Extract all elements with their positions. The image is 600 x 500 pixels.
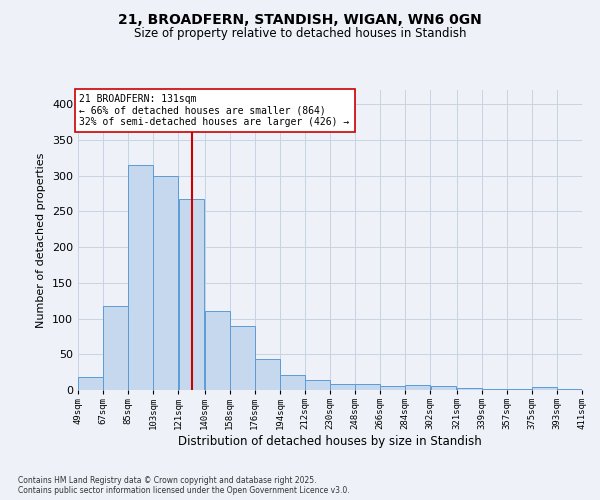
Bar	[330, 384, 355, 390]
Text: 21 BROADFERN: 131sqm
← 66% of detached houses are smaller (864)
32% of semi-deta: 21 BROADFERN: 131sqm ← 66% of detached h…	[79, 94, 350, 127]
Bar	[355, 384, 380, 390]
Bar	[280, 375, 305, 390]
Text: Size of property relative to detached houses in Standish: Size of property relative to detached ho…	[134, 28, 466, 40]
X-axis label: Distribution of detached houses by size in Standish: Distribution of detached houses by size …	[178, 434, 482, 448]
Text: 21, BROADFERN, STANDISH, WIGAN, WN6 0GN: 21, BROADFERN, STANDISH, WIGAN, WN6 0GN	[118, 12, 482, 26]
Bar	[179, 198, 204, 390]
Bar	[532, 387, 557, 390]
Bar	[380, 386, 405, 390]
Bar	[78, 377, 103, 390]
Bar	[482, 388, 506, 390]
Bar	[128, 165, 153, 390]
Bar	[431, 386, 456, 390]
Bar	[305, 380, 330, 390]
Bar	[457, 388, 482, 390]
Bar	[406, 385, 430, 390]
Text: Contains HM Land Registry data © Crown copyright and database right 2025.
Contai: Contains HM Land Registry data © Crown c…	[18, 476, 350, 495]
Bar	[230, 326, 254, 390]
Y-axis label: Number of detached properties: Number of detached properties	[37, 152, 46, 328]
Bar	[154, 176, 178, 390]
Bar	[205, 312, 230, 390]
Bar	[103, 306, 128, 390]
Bar	[255, 358, 280, 390]
